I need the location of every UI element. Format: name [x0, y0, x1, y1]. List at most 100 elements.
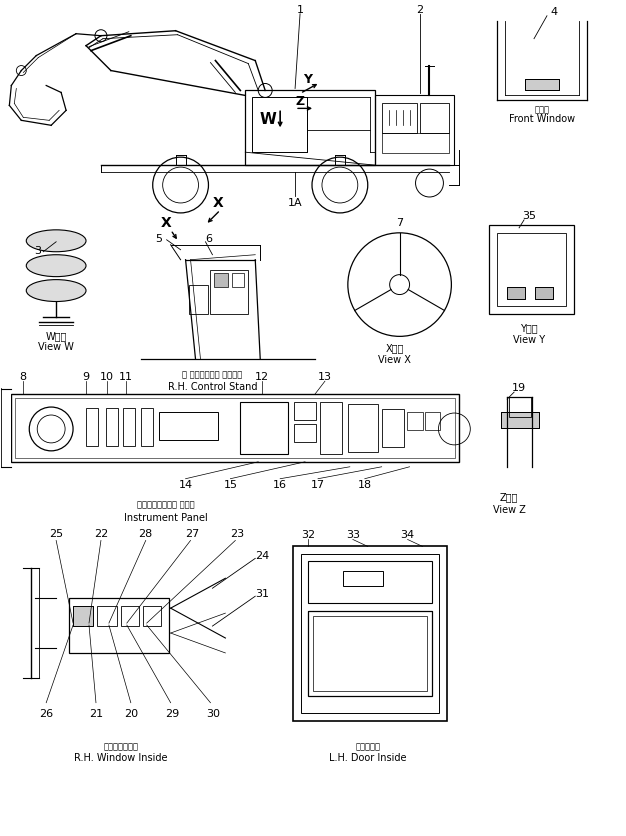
Text: インスツルメント パネル: インスツルメント パネル — [137, 500, 195, 508]
Text: 26: 26 — [39, 708, 53, 718]
Text: 4: 4 — [550, 7, 558, 17]
Text: View X: View X — [378, 354, 411, 364]
Text: 20: 20 — [124, 708, 138, 718]
Text: X: X — [160, 216, 171, 230]
Text: 30: 30 — [207, 708, 220, 718]
Bar — [215, 273, 228, 288]
Text: 前　窓: 前 窓 — [535, 104, 550, 114]
Text: 右　窓　内　側: 右 窓 内 側 — [103, 742, 138, 750]
Bar — [406, 412, 423, 431]
Text: 7: 7 — [396, 217, 403, 227]
Bar — [382, 134, 449, 154]
Bar — [535, 288, 553, 299]
Bar — [535, 288, 553, 299]
Bar — [143, 606, 161, 626]
Ellipse shape — [26, 280, 86, 302]
Bar — [158, 412, 218, 441]
Text: 29: 29 — [165, 708, 180, 718]
Bar — [106, 409, 118, 446]
Bar — [73, 606, 93, 626]
Text: 21: 21 — [89, 708, 103, 718]
Bar — [348, 405, 377, 452]
Bar — [382, 104, 416, 134]
Text: 32: 32 — [301, 530, 315, 540]
Text: View Z: View Z — [493, 504, 526, 514]
Bar — [320, 403, 342, 454]
Bar — [525, 79, 559, 91]
Bar — [121, 606, 139, 626]
Bar — [188, 285, 208, 315]
Bar — [240, 403, 288, 454]
Text: L.H. Door Inside: L.H. Door Inside — [329, 752, 406, 762]
Bar — [73, 606, 93, 626]
Text: 31: 31 — [255, 589, 269, 599]
Bar — [501, 412, 539, 428]
Text: Y: Y — [304, 73, 312, 86]
Bar — [294, 403, 316, 421]
Ellipse shape — [26, 231, 86, 252]
Bar — [15, 399, 455, 458]
Text: Y　視: Y 視 — [520, 323, 538, 333]
Bar — [11, 395, 459, 462]
Text: Front Window: Front Window — [509, 115, 575, 125]
Bar — [86, 409, 98, 446]
Text: 23: 23 — [230, 529, 244, 539]
Text: 11: 11 — [119, 372, 133, 382]
Bar — [69, 599, 168, 653]
Text: 28: 28 — [138, 529, 153, 539]
Bar — [301, 555, 439, 713]
Text: 1: 1 — [297, 5, 304, 15]
Text: X: X — [213, 196, 224, 210]
Text: 9: 9 — [83, 372, 90, 382]
Text: 13: 13 — [318, 372, 332, 382]
Bar — [210, 270, 249, 315]
Text: 5: 5 — [155, 233, 162, 243]
Text: W: W — [260, 112, 277, 127]
Text: R.H. Control Stand: R.H. Control Stand — [168, 382, 257, 392]
Bar — [424, 412, 441, 431]
Bar — [343, 572, 382, 587]
Text: 15: 15 — [223, 479, 237, 489]
Bar — [382, 410, 404, 447]
Text: 33: 33 — [346, 530, 360, 540]
Bar — [232, 273, 244, 288]
Text: R.H. Window Inside: R.H. Window Inside — [74, 752, 168, 762]
Bar — [489, 226, 574, 315]
Text: 35: 35 — [522, 211, 536, 221]
Bar — [308, 562, 433, 604]
Bar — [507, 288, 525, 299]
Bar — [294, 425, 316, 442]
Text: 1A: 1A — [288, 198, 302, 207]
Bar — [293, 547, 448, 721]
Bar — [245, 91, 375, 166]
Text: 22: 22 — [94, 529, 108, 539]
Bar — [97, 606, 117, 626]
Text: 14: 14 — [178, 479, 193, 489]
Bar — [509, 398, 531, 417]
Text: 27: 27 — [185, 529, 200, 539]
Text: 2: 2 — [416, 5, 423, 15]
Bar — [308, 611, 433, 696]
Bar — [0, 390, 11, 467]
Text: View W: View W — [38, 342, 74, 352]
Bar — [525, 79, 559, 91]
Bar — [375, 96, 454, 166]
Text: 16: 16 — [273, 479, 287, 489]
Bar — [313, 616, 428, 691]
Text: View Y: View Y — [513, 335, 545, 345]
Text: 17: 17 — [311, 479, 325, 489]
Text: 3: 3 — [34, 246, 41, 256]
Ellipse shape — [26, 256, 86, 278]
Bar — [501, 412, 539, 428]
Text: X　視: X 視 — [386, 343, 404, 353]
Bar — [497, 233, 566, 307]
Text: W　視: W 視 — [46, 331, 67, 341]
Text: 34: 34 — [401, 530, 414, 540]
Text: 10: 10 — [100, 372, 114, 382]
Text: 8: 8 — [20, 372, 27, 382]
Bar — [123, 409, 135, 446]
Text: 右 コントロール スタンド: 右 コントロール スタンド — [182, 370, 242, 380]
Text: Z　視: Z 視 — [500, 492, 518, 502]
Bar — [252, 99, 307, 153]
Text: 25: 25 — [49, 529, 63, 539]
